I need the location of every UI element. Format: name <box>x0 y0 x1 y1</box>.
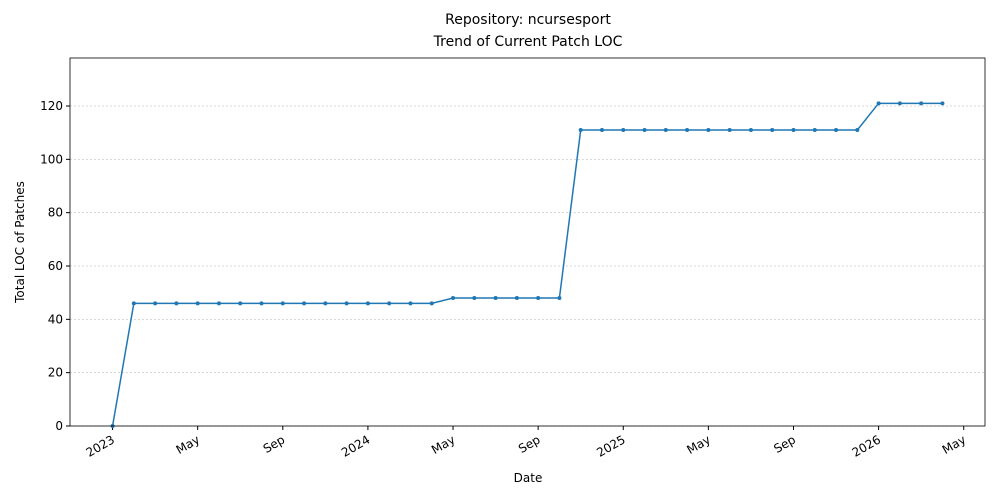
chart-subtitle: Trend of Current Patch LOC <box>433 34 623 50</box>
y-tick-label: 40 <box>48 312 63 326</box>
data-point <box>536 296 541 300</box>
data-point <box>174 301 179 306</box>
y-tick-label: 20 <box>48 366 63 380</box>
data-point <box>238 301 243 306</box>
x-axis-label: Date <box>514 471 543 485</box>
x-tick-label: 2025 <box>594 432 627 459</box>
data-line <box>111 102 943 427</box>
data-point <box>408 301 413 306</box>
data-point <box>195 301 200 306</box>
y-tick-label: 120 <box>40 99 63 113</box>
data-point <box>706 128 711 132</box>
data-point <box>323 301 328 306</box>
data-point <box>876 101 881 106</box>
data-point <box>685 128 690 132</box>
chart-title: Repository: ncursesport <box>445 12 611 28</box>
data-point <box>812 128 817 132</box>
data-point <box>153 301 158 306</box>
y-axis-label: Total LOC of Patches <box>13 181 27 304</box>
data-point <box>621 128 626 132</box>
data-point <box>514 296 519 300</box>
data-point <box>919 101 924 106</box>
data-point <box>302 301 307 306</box>
x-tick-label: May <box>940 432 968 457</box>
data-point <box>472 296 477 300</box>
y-tick-label: 0 <box>55 419 63 433</box>
data-point <box>387 301 392 306</box>
data-point <box>791 128 796 132</box>
data-point <box>940 101 945 106</box>
x-tick-label: May <box>684 432 712 457</box>
data-point <box>493 296 498 300</box>
data-point <box>451 296 456 300</box>
x-tick-label: May <box>174 432 202 457</box>
data-point <box>429 301 434 306</box>
x-tick-label: Sep <box>771 432 798 455</box>
plot-frame <box>69 57 986 427</box>
data-point <box>557 296 562 300</box>
y-tick-label: 60 <box>48 259 63 273</box>
y-tick-label: 100 <box>40 152 63 166</box>
data-point <box>834 128 839 132</box>
data-point <box>365 301 370 306</box>
x-tick-label: 2026 <box>850 432 883 459</box>
x-tick-label: Sep <box>261 432 288 455</box>
data-point <box>897 101 902 106</box>
data-point <box>599 128 604 132</box>
data-point <box>770 128 775 132</box>
x-tick-label: Sep <box>516 432 543 455</box>
data-point <box>642 128 647 132</box>
data-point <box>344 301 349 306</box>
data-point <box>216 301 221 306</box>
data-point <box>748 128 753 132</box>
data-point <box>855 128 860 132</box>
y-tick-label: 80 <box>48 206 63 220</box>
data-point <box>727 128 732 132</box>
x-tick-label: 2024 <box>339 432 372 459</box>
data-point <box>578 128 583 132</box>
data-point <box>280 301 285 306</box>
data-point <box>259 301 264 306</box>
x-tick-label: 2023 <box>84 432 117 459</box>
x-tick-label: May <box>429 432 457 457</box>
data-point <box>663 128 668 132</box>
data-point <box>131 301 136 306</box>
